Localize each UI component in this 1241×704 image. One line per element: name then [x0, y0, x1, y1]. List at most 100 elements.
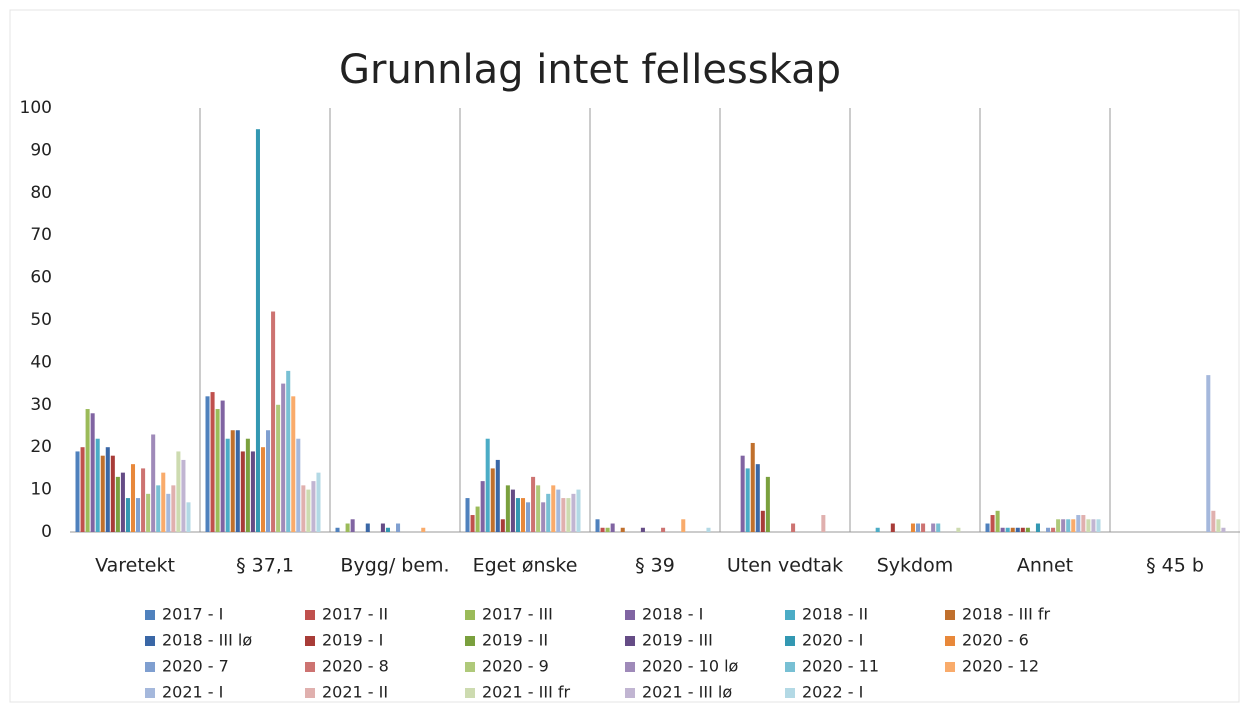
legend-swatch — [625, 662, 635, 672]
bar — [85, 409, 90, 532]
y-tick-label: 10 — [30, 480, 52, 500]
bar — [956, 527, 961, 532]
bar — [1056, 519, 1061, 532]
x-tick-label: Eget ønske — [473, 555, 578, 577]
legend-label: 2020 - 6 — [962, 631, 1029, 650]
bar — [515, 498, 520, 532]
legend-label: 2017 - II — [322, 605, 388, 624]
x-tick-label: § 45 b — [1146, 555, 1204, 577]
y-tick-label: 20 — [30, 437, 52, 457]
bar — [306, 489, 311, 532]
bar — [556, 489, 561, 532]
y-tick-label: 40 — [30, 352, 52, 372]
bar — [335, 527, 340, 532]
bar — [1035, 523, 1040, 532]
bar — [571, 493, 576, 532]
bar — [990, 515, 995, 532]
legend-label: 2021 - I — [162, 683, 223, 702]
bar — [1096, 519, 1101, 532]
bar — [260, 447, 266, 532]
legend-swatch — [305, 688, 315, 698]
bar — [385, 527, 390, 532]
bar — [551, 485, 556, 532]
y-tick-label: 50 — [30, 310, 52, 330]
bar — [536, 485, 541, 532]
bar — [230, 430, 235, 532]
y-tick-label: 0 — [41, 522, 52, 542]
bar — [316, 472, 321, 532]
bar — [95, 438, 100, 532]
bar — [225, 438, 230, 532]
bar — [80, 447, 85, 532]
legend-swatch — [625, 636, 635, 646]
bar — [291, 396, 296, 532]
bar — [365, 523, 370, 532]
bar — [105, 447, 110, 532]
legend-label: 2021 - III lø — [642, 683, 732, 702]
legend-label: 2020 - I — [802, 631, 863, 650]
bar — [875, 527, 880, 532]
legend-swatch — [465, 610, 475, 620]
bar — [205, 396, 210, 532]
bar — [276, 404, 281, 532]
y-tick-label: 70 — [30, 225, 52, 245]
bar — [215, 409, 220, 532]
x-tick-label: § 37,1 — [236, 555, 294, 577]
legend-label: 2020 - 8 — [322, 657, 389, 676]
bar — [286, 370, 291, 532]
legend-label: 2018 - III fr — [962, 605, 1051, 624]
bar — [235, 430, 240, 532]
legend-label: 2022 - I — [802, 683, 863, 702]
bar — [1221, 527, 1226, 532]
bar — [1015, 527, 1020, 532]
legend-swatch — [305, 636, 315, 646]
bar — [1071, 519, 1076, 532]
legend-swatch — [785, 610, 795, 620]
bar — [995, 510, 1000, 532]
bar — [520, 498, 526, 532]
legend-swatch — [465, 688, 475, 698]
y-tick-label: 80 — [30, 183, 52, 203]
bar — [396, 523, 401, 532]
bar — [1051, 527, 1056, 532]
bar — [296, 438, 301, 532]
bar — [566, 498, 571, 532]
bar — [1206, 375, 1211, 532]
bar — [510, 489, 515, 532]
legend-label: 2020 - 12 — [962, 657, 1039, 676]
legend-swatch — [305, 662, 315, 672]
bar — [576, 489, 581, 532]
bar — [176, 451, 181, 532]
bar — [1000, 527, 1005, 532]
bar — [240, 451, 245, 532]
bar — [740, 455, 745, 532]
bar — [266, 430, 271, 532]
bar — [1046, 527, 1051, 532]
chart-title: Grunnlag intet fellesskap — [339, 47, 841, 93]
bar — [910, 523, 916, 532]
bar — [470, 515, 475, 532]
bar — [526, 502, 531, 532]
y-tick-label: 100 — [20, 98, 52, 118]
bar — [791, 523, 796, 532]
bar — [755, 464, 760, 532]
bar — [136, 498, 141, 532]
legend-swatch — [305, 610, 315, 620]
bar — [531, 476, 536, 532]
legend-swatch — [945, 662, 955, 672]
bar — [245, 438, 250, 532]
bar — [610, 523, 615, 532]
bar — [301, 485, 306, 532]
bar — [130, 464, 136, 532]
bar — [125, 498, 130, 532]
legend-swatch — [145, 662, 155, 672]
bar — [1066, 519, 1071, 532]
bar — [465, 498, 470, 532]
bar — [745, 468, 750, 532]
bar — [255, 129, 260, 532]
bar — [605, 527, 610, 532]
legend-label: 2017 - III — [482, 605, 553, 624]
bar — [271, 311, 276, 532]
legend-swatch — [785, 688, 795, 698]
